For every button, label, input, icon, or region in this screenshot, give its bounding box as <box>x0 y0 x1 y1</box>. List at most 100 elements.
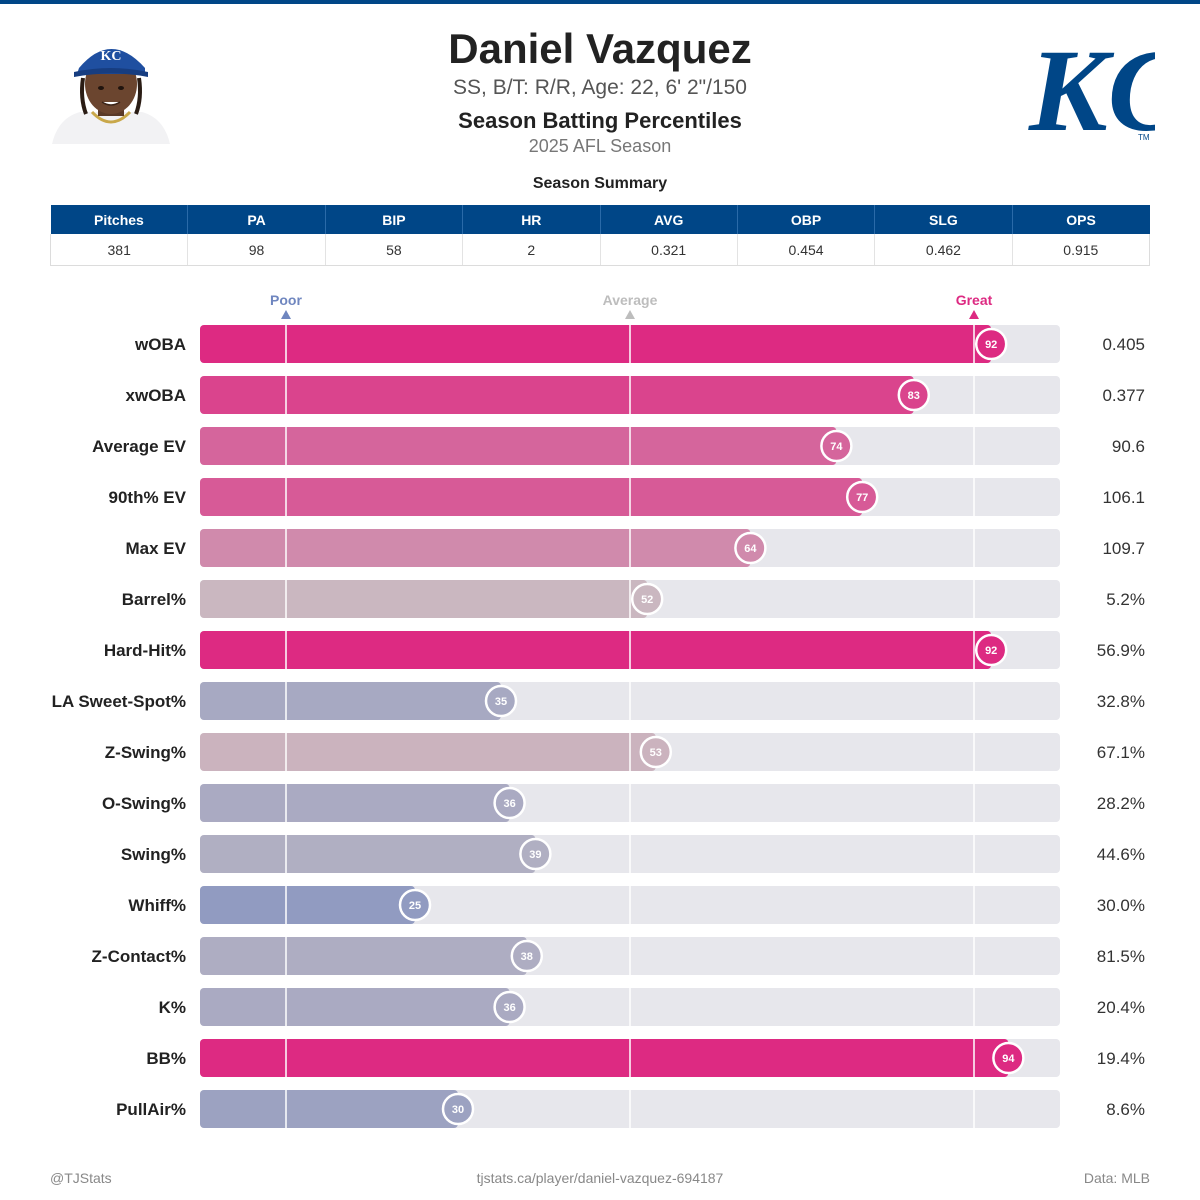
metric-label: LA Sweet-Spot% <box>52 692 186 711</box>
reference-marker-icon <box>281 310 291 319</box>
percentile-bubble <box>974 327 1008 361</box>
percentile-bubble <box>441 1092 475 1126</box>
percentile-label: 92 <box>985 339 997 351</box>
reference-label: Poor <box>270 292 302 308</box>
metric-label: BB% <box>146 1049 186 1068</box>
percentile-bubble <box>493 786 526 820</box>
metric-label: O-Swing% <box>102 794 186 813</box>
metric-value: 90.6 <box>1112 437 1145 456</box>
metric-label: Max EV <box>126 539 187 558</box>
reference-label: Average <box>603 292 658 308</box>
footer-source: Data: MLB <box>1083 1170 1150 1186</box>
metric-label: Average EV <box>92 437 187 456</box>
percentile-bubble <box>974 633 1008 667</box>
metric-value: 5.2% <box>1106 590 1145 609</box>
summary-header-cell: AVG <box>600 205 738 234</box>
percentile-bar <box>200 376 914 414</box>
metric-label: wOBA <box>134 335 186 354</box>
metric-value: 20.4% <box>1097 998 1145 1017</box>
percentile-label: 94 <box>1002 1053 1015 1065</box>
percentile-label: 35 <box>495 696 507 708</box>
metric-value: 30.0% <box>1097 896 1145 915</box>
metric-value: 106.1 <box>1102 488 1145 507</box>
percentile-label: 25 <box>409 900 421 912</box>
metric-label: PullAir% <box>116 1100 186 1119</box>
reference-label: Great <box>956 292 993 308</box>
percentile-label: 83 <box>908 390 920 402</box>
summary-value-row: 381 98 58 2 0.321 0.454 0.462 0.915 <box>49 234 1151 266</box>
percentile-bubble <box>398 888 432 922</box>
percentile-bar <box>200 478 863 516</box>
percentile-bar <box>200 835 536 873</box>
percentile-bubble <box>734 531 767 565</box>
metric-value: 0.405 <box>1102 335 1145 354</box>
metric-value: 8.6% <box>1106 1100 1145 1119</box>
percentile-label: 77 <box>856 492 868 504</box>
metric-label: K% <box>159 998 186 1017</box>
metric-label: Whiff% <box>128 896 186 915</box>
summary-value-cell: 98 <box>187 234 326 266</box>
percentile-bar <box>200 1039 1009 1077</box>
headshot-cap-logo-text: KC <box>101 49 122 64</box>
footer-url: tjstats.ca/player/daniel-vazquez-694187 <box>476 1170 724 1186</box>
summary-header-cell: Pitches <box>50 205 189 234</box>
metric-value: 109.7 <box>1102 539 1145 558</box>
chart-subtitle: 2025 AFL Season <box>528 136 672 157</box>
percentile-bar <box>200 631 992 669</box>
percentile-bar <box>200 325 992 363</box>
percentile-bubble <box>510 939 544 973</box>
player-info: SS, B/T: R/R, Age: 22, 6' 2"/150 <box>453 76 747 100</box>
metric-label: 90th% EV <box>109 488 187 507</box>
percentile-bubble <box>630 582 664 616</box>
metric-value: 67.1% <box>1097 743 1145 762</box>
player-headshot: KC <box>50 28 172 144</box>
summary-value-cell: 0.915 <box>1012 234 1151 266</box>
summary-header-row: Pitches PA BIP HR AVG OBP SLG OPS <box>50 205 1150 234</box>
reference-marker-icon <box>625 310 635 319</box>
summary-header-cell: SLG <box>874 205 1013 234</box>
percentile-bubble <box>519 837 552 871</box>
percentile-bar <box>200 580 648 618</box>
summary-value-cell: 58 <box>325 234 464 266</box>
metric-label: Hard-Hit% <box>104 641 186 660</box>
percentile-bar <box>200 733 656 771</box>
footer-handle: @TJStats <box>50 1170 112 1186</box>
metric-value: 81.5% <box>1097 947 1145 966</box>
summary-value-cell: 2 <box>462 234 601 266</box>
metric-label: Swing% <box>121 845 186 864</box>
percentile-bubble <box>897 378 931 412</box>
percentile-bar <box>200 529 751 567</box>
metric-value: 28.2% <box>1097 794 1145 813</box>
metric-value: 44.6% <box>1097 845 1145 864</box>
summary-value-cell: 0.454 <box>737 234 876 266</box>
summary-header-cell: OPS <box>1012 205 1150 234</box>
percentile-bubble <box>639 735 673 769</box>
percentile-bubble <box>992 1041 1025 1075</box>
percentile-label: 74 <box>830 441 843 453</box>
percentile-bar <box>200 886 415 924</box>
header: Daniel Vazquez SS, B/T: R/R, Age: 22, 6'… <box>0 18 1200 157</box>
percentile-label: 92 <box>985 645 997 657</box>
percentile-bubble <box>484 684 518 718</box>
percentile-label: 36 <box>503 1002 515 1014</box>
percentile-bar <box>200 988 510 1026</box>
metric-value: 0.377 <box>1102 386 1145 405</box>
season-summary-table: Pitches PA BIP HR AVG OBP SLG OPS 381 98… <box>49 205 1151 266</box>
metric-label: xwOBA <box>126 386 186 405</box>
metric-label: Z-Contact% <box>92 947 186 966</box>
percentile-chart: Poor Average Great 92 wOBA 0.405 83 xwOBA 0.377 7… <box>52 292 1145 1128</box>
percentile-bar <box>200 682 501 720</box>
percentile-label: 30 <box>452 1104 464 1116</box>
percentile-bar <box>200 784 510 822</box>
metric-label: Z-Swing% <box>105 743 186 762</box>
reference-marker-icon <box>969 310 979 319</box>
summary-value-cell: 381 <box>49 234 189 266</box>
percentile-bubble <box>820 429 853 463</box>
percentile-bar <box>200 937 527 975</box>
percentile-label: 64 <box>744 543 757 555</box>
percentile-label: 39 <box>529 849 541 861</box>
percentile-label: 52 <box>641 594 653 606</box>
percentile-bar <box>200 1090 458 1128</box>
summary-header-cell: BIP <box>325 205 464 234</box>
top-accent-bar <box>0 0 1200 4</box>
